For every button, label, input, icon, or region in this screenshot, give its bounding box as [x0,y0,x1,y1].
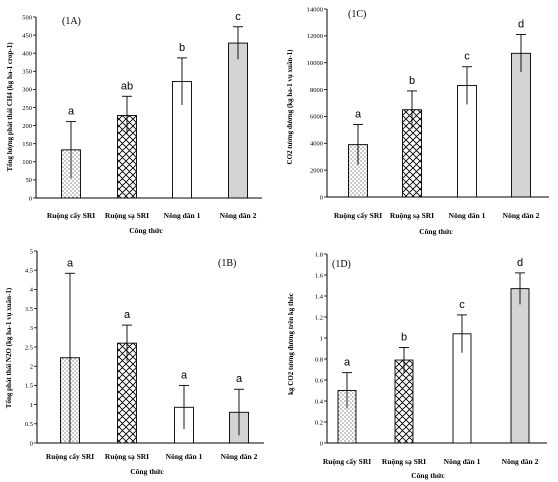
y-tick-label: 350 [22,69,32,76]
chart-1c-plot: 0 2000 4000 6000 8000 10000 12000 14000 a Ruộng c… [307,6,549,220]
y-tick-label: 10000 [307,60,323,67]
x-tick-label: Ruộng sạ SRI [382,457,426,466]
x-tick-label: Nông dân 2 [502,457,539,466]
y-tick-label: 1.6 [315,272,324,279]
x-tick-label: Ruộng cấy SRI [47,211,95,220]
chart-1b-xlabel: Công thức [130,467,164,476]
significance-letter: c [235,11,241,23]
x-tick-label: Nông dân 1 [164,211,201,220]
x-tick-label: Ruộng cấy SRI [334,211,382,220]
y-tick-label: 3.5 [25,306,33,313]
chart-1c: CO2 tương đương (kg ha-1 vụ xuân-1) (1C)… [286,6,549,236]
y-tick-label: 4000 [310,141,323,148]
x-tick-label: Ruộng sạ SRI [105,452,149,461]
chart-1d-ylabel: kg CO2 tương đương trên kg thóc [287,293,295,395]
y-tick-label: 6000 [310,114,323,121]
significance-letter: a [68,106,75,118]
y-tick-label: 1.5 [25,383,33,390]
significance-letter: a [236,373,243,385]
y-tick-label: 0.6 [315,377,324,384]
significance-letter: ab [121,80,133,92]
chart-1a: Tổng lượng phát thải CH4 (kg ha-1 crop-1… [6,11,262,235]
y-tick-label: 2000 [310,167,323,174]
y-tick-label: 8000 [310,87,323,94]
y-tick-label: 50 [26,177,33,184]
chart-1d-xlabel: Công thức [411,471,445,480]
y-tick-label: 300 [22,87,32,94]
chart-1c-panel-label: (1C) [348,9,366,20]
x-tick-label: Ruộng sạ SRI [105,211,149,220]
y-tick-label: 0.4 [315,398,324,405]
y-tick-label: 1.4 [315,293,324,300]
y-tick-label: 1.2 [315,314,323,321]
chart-1d: kg CO2 tương đương trên kg thóc (1D) Côn… [287,251,547,480]
chart-1b-panel-label: (1B) [218,258,236,269]
y-tick-label: 150 [22,141,32,148]
y-tick-label: 200 [22,123,32,130]
y-tick-label: 5 [30,248,33,255]
significance-letter: b [401,331,407,343]
chart-1b-ylabel: Tổng phát thải N2O (kg ha-1 vụ xuân-1) [5,287,13,408]
significance-letter: c [459,299,465,311]
chart-1d-panel-label: (1D) [332,259,351,270]
y-tick-label: 1 [320,335,323,342]
y-tick-label: 14000 [307,6,323,13]
y-tick-label: 0.2 [315,419,323,426]
chart-1b: Tổng phát thải N2O (kg ha-1 vụ xuân-1) (… [5,248,264,476]
significance-letter: a [67,257,74,269]
y-tick-label: 450 [22,32,32,39]
y-tick-label: 3 [30,325,33,332]
y-tick-label: 4 [30,287,34,294]
y-tick-label: 0 [320,194,323,201]
x-tick-label: Ruộng sạ SRI [390,211,434,220]
significance-letter: a [181,369,188,381]
significance-letter: b [179,42,185,54]
y-tick-label: 1 [30,402,33,409]
y-tick-label: 250 [22,105,32,112]
significance-letter: a [355,108,362,120]
significance-letter: a [124,309,131,321]
y-tick-label: 100 [22,159,32,166]
y-tick-label: 500 [22,14,32,21]
bar [511,52,531,198]
y-tick-label: 1.8 [315,251,323,258]
chart-1a-xlabel: Công thức [129,226,163,235]
x-tick-label: Nông dân 1 [166,452,203,461]
y-tick-label: 0.5 [25,421,33,428]
y-tick-label: 4.5 [25,268,33,275]
x-tick-label: Ruộng cấy SRI [323,457,371,466]
y-tick-label: 0.8 [315,356,323,363]
bar [510,288,530,444]
y-tick-label: 0 [29,195,32,202]
y-tick-label: 2.5 [25,344,33,351]
bar [228,42,248,199]
chart-1c-xlabel: Công thức [419,227,453,236]
y-tick-label: 2 [30,364,33,371]
chart-1c-ylabel: CO2 tương đương (kg ha-1 vụ xuân-1) [286,49,294,165]
x-tick-label: Nông dân 2 [220,211,257,220]
x-tick-label: Nông dân 2 [503,211,540,220]
significance-letter: d [518,19,524,31]
x-tick-label: Nông dân 1 [444,457,481,466]
y-tick-label: 400 [22,51,32,58]
chart-1b-plot: 0 0.5 1 1.5 2 2.5 3 3.5 4 4.5 5 a Ruộng cấy SRI a Ruộn… [25,248,264,461]
x-tick-label: Nông dân 2 [221,452,258,461]
y-tick-label: 0 [30,440,33,447]
chart-1a-panel-label: (1A) [62,16,81,27]
significance-letter: b [409,75,415,87]
significance-letter: a [344,357,351,369]
y-tick-label: 0 [320,440,323,447]
chart-1d-plot: 0 0.2 0.4 0.6 0.8 1 1.2 1.4 1.6 1.8 a Ruộng cấy SRI… [315,251,547,466]
significance-letter: c [464,51,470,63]
chart-1a-plot: 0 50 100 150 200 250 300 350 400 450 500 a Ruộng cấy… [22,11,262,220]
significance-letter: d [517,257,523,269]
x-tick-label: Ruộng cấy SRI [46,452,94,461]
chart-1a-ylabel: Tổng lượng phát thải CH4 (kg ha-1 crop-1… [6,42,14,172]
y-tick-label: 12000 [307,33,323,40]
x-tick-label: Nông dân 1 [449,211,486,220]
